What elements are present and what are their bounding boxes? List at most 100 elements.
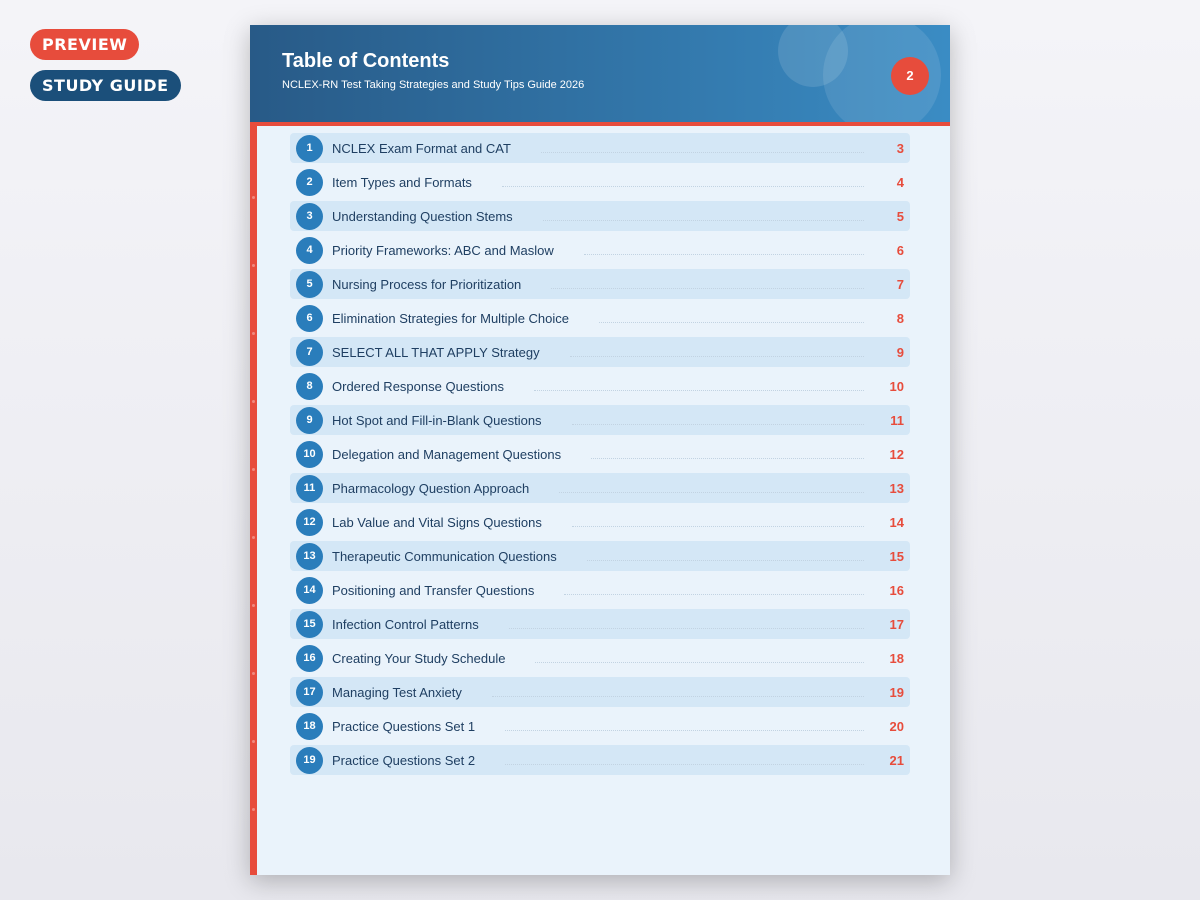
dot-leader — [508, 620, 864, 629]
toc-entry[interactable]: 2 Item Types and Formats 4 — [290, 167, 910, 197]
chapter-number: 3 — [296, 202, 323, 230]
toc-entry[interactable]: 9 Hot Spot and Fill-in-Blank Questions 11 — [290, 405, 910, 435]
dot-leader — [559, 484, 864, 493]
chapter-title: Lab Value and Vital Signs Questions — [332, 514, 542, 530]
toc-entry[interactable]: 17 Managing Test Anxiety 19 — [290, 677, 910, 707]
page-subtitle: NCLEX-RN Test Taking Strategies and Stud… — [282, 79, 585, 91]
dot-leader — [591, 450, 864, 459]
toc-entry[interactable]: 7 SELECT ALL THAT APPLY Strategy 9 — [290, 337, 910, 367]
chapter-number: 8 — [296, 372, 323, 400]
chapter-title: Ordered Response Questions — [332, 378, 504, 394]
dot-leader — [535, 654, 864, 663]
chapter-number: 16 — [296, 644, 323, 672]
chapter-page-number: 9 — [896, 344, 904, 360]
chapter-page-number: 8 — [896, 310, 904, 326]
toc-entry[interactable]: 5 Nursing Process for Prioritization 7 — [290, 269, 910, 299]
toc-entry[interactable]: 6 Elimination Strategies for Multiple Cho… — [290, 303, 910, 333]
chapter-number: 15 — [296, 610, 323, 638]
chapter-title: Item Types and Formats — [332, 174, 472, 190]
sidebar-dot — [252, 604, 255, 607]
chapter-title: Creating Your Study Schedule — [332, 650, 506, 666]
page-header: Table of Contents NCLEX-RN Test Taking S… — [250, 25, 950, 126]
toc-entry[interactable]: 3 Understanding Question Stems 5 — [290, 201, 910, 231]
dot-leader — [540, 144, 864, 153]
chapter-number: 6 — [296, 304, 323, 332]
study-guide-badge: STUDY GUIDE — [30, 70, 181, 101]
chapter-title: Managing Test Anxiety — [332, 684, 462, 700]
toc-entry[interactable]: 19 Practice Questions Set 2 21 — [290, 745, 910, 775]
chapter-page-number: 17 — [889, 616, 904, 632]
dot-leader — [542, 212, 864, 221]
toc-entry[interactable]: 8 Ordered Response Questions 10 — [290, 371, 910, 401]
chapter-page-number: 12 — [889, 446, 904, 462]
dot-leader — [551, 280, 864, 289]
toc-entry[interactable]: 16 Creating Your Study Schedule 18 — [290, 643, 910, 673]
chapter-number: 9 — [296, 406, 323, 434]
sidebar-accent-bar — [250, 126, 257, 875]
chapter-page-number: 15 — [889, 548, 904, 564]
chapter-title: Nursing Process for Prioritization — [332, 276, 522, 292]
toc-list: 1 NCLEX Exam Format and CAT 3 2 Item Types a… — [290, 133, 910, 779]
chapter-page-number: 11 — [890, 412, 904, 428]
chapter-page-number: 14 — [889, 514, 904, 530]
dot-leader — [586, 552, 864, 561]
chapter-number: 2 — [296, 168, 323, 196]
chapter-number: 14 — [296, 576, 323, 604]
toc-entry[interactable]: 14 Positioning and Transfer Questions 16 — [290, 575, 910, 605]
chapter-page-number: 13 — [889, 480, 904, 496]
chapter-title: Positioning and Transfer Questions — [332, 582, 535, 598]
sidebar-dot — [252, 468, 255, 471]
sidebar-dot — [252, 196, 255, 199]
chapter-title: SELECT ALL THAT APPLY Strategy — [332, 344, 540, 360]
chapter-title: NCLEX Exam Format and CAT — [332, 140, 511, 156]
chapter-title: Priority Frameworks: ABC and Maslow — [332, 242, 554, 258]
toc-entry[interactable]: 13 Therapeutic Communication Questions 15 — [290, 541, 910, 571]
toc-entry[interactable]: 18 Practice Questions Set 1 20 — [290, 711, 910, 741]
toc-entry[interactable]: 12 Lab Value and Vital Signs Questions 14 — [290, 507, 910, 537]
dot-leader — [583, 246, 864, 255]
document-page: Table of Contents NCLEX-RN Test Taking S… — [250, 25, 950, 875]
toc-entry[interactable]: 11 Pharmacology Question Approach 13 — [290, 473, 910, 503]
chapter-title: Practice Questions Set 1 — [332, 718, 476, 734]
toc-entry[interactable]: 1 NCLEX Exam Format and CAT 3 — [290, 133, 910, 163]
dot-leader — [571, 518, 864, 527]
chapter-page-number: 7 — [896, 276, 904, 292]
decorative-circle — [778, 25, 848, 87]
dot-leader — [491, 688, 864, 697]
dot-leader — [505, 722, 864, 731]
chapter-number: 1 — [296, 134, 323, 162]
chapter-title: Pharmacology Question Approach — [332, 480, 530, 496]
toc-entry[interactable]: 10 Delegation and Management Questions 12 — [290, 439, 910, 469]
chapter-title: Elimination Strategies for Multiple Choi… — [332, 310, 569, 326]
sidebar-dot — [252, 264, 255, 267]
chapter-number: 7 — [296, 338, 323, 366]
chapter-number: 4 — [296, 236, 323, 264]
chapter-number: 19 — [296, 746, 323, 774]
chapter-page-number: 6 — [896, 242, 904, 258]
chapter-number: 11 — [296, 474, 323, 502]
chapter-number: 10 — [296, 440, 323, 468]
dot-leader — [501, 178, 864, 187]
sidebar-dot — [252, 332, 255, 335]
toc-entry[interactable]: 15 Infection Control Patterns 17 — [290, 609, 910, 639]
chapter-page-number: 18 — [889, 650, 904, 666]
sidebar-dot — [252, 536, 255, 539]
toc-entry[interactable]: 4 Priority Frameworks: ABC and Maslow 6 — [290, 235, 910, 265]
dot-leader — [571, 416, 864, 425]
page-title: Table of Contents — [282, 50, 450, 72]
chapter-page-number: 16 — [889, 582, 904, 598]
dot-leader — [564, 586, 864, 595]
chapter-number: 17 — [296, 678, 323, 706]
chapter-number: 5 — [296, 270, 323, 298]
chapter-title: Infection Control Patterns — [332, 616, 479, 632]
dot-leader — [569, 348, 864, 357]
chapter-title: Therapeutic Communication Questions — [332, 548, 557, 564]
preview-badge: PREVIEW — [30, 29, 140, 60]
chapter-title: Delegation and Management Questions — [332, 446, 562, 462]
chapter-page-number: 19 — [889, 684, 904, 700]
chapter-page-number: 3 — [896, 140, 904, 156]
dot-leader — [533, 382, 864, 391]
sidebar-dot — [252, 740, 255, 743]
page-number-badge: 2 — [891, 57, 929, 95]
sidebar-dot — [252, 672, 255, 675]
